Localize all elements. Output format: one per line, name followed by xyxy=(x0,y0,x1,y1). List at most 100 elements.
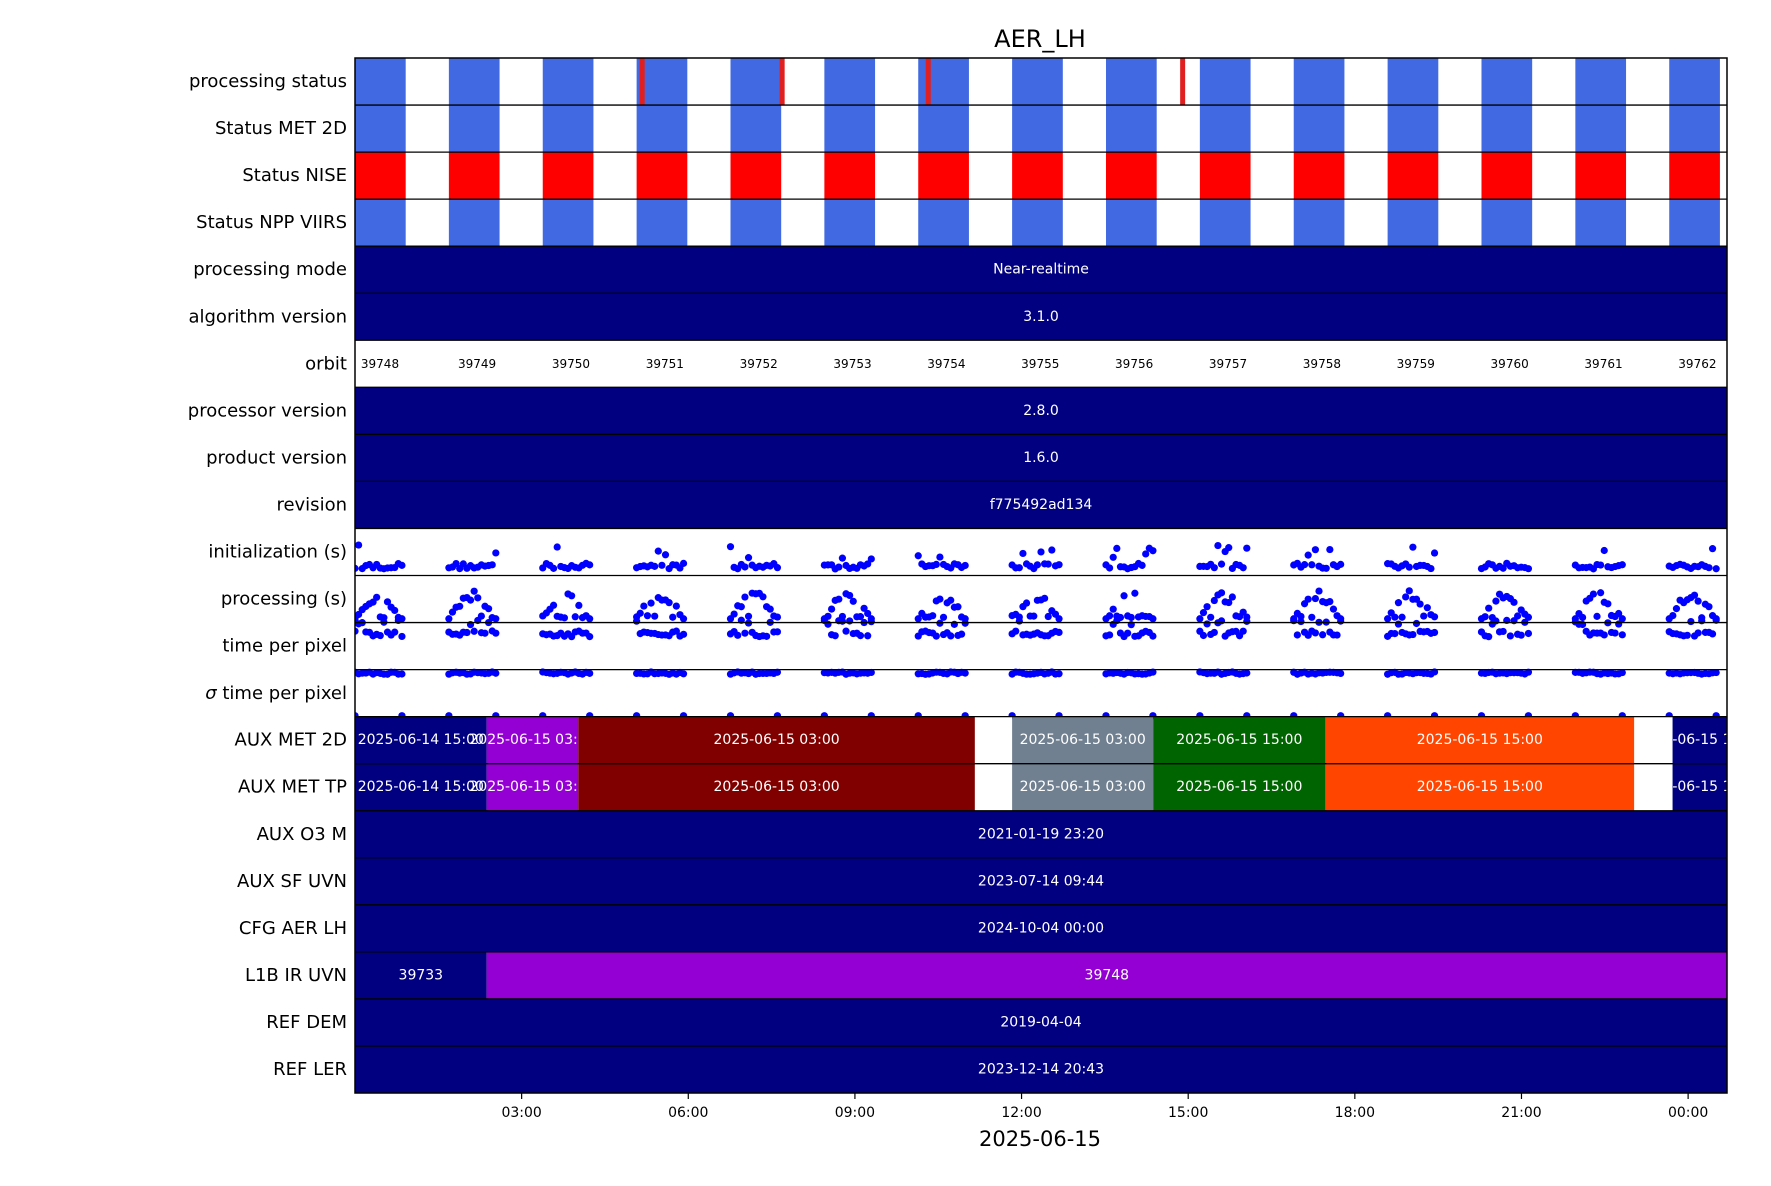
row-time-per-pixel-point xyxy=(1319,631,1327,639)
row-time-per-pixel-point xyxy=(679,670,688,678)
row-processing-s-point xyxy=(466,596,475,604)
row-time-per-pixel-point xyxy=(1517,631,1525,639)
row-revision-label: revision xyxy=(276,494,347,515)
row-status-nise-block xyxy=(448,152,500,200)
row-processing-s-point xyxy=(1481,613,1489,621)
row-time-per-pixel-point xyxy=(867,668,875,677)
row-aux-met-tp-segment-label: 2025-06-15 03:00 xyxy=(714,779,840,795)
row-aux-met-tp-segment xyxy=(1634,763,1673,811)
row-time-per-pixel-point xyxy=(1243,617,1251,625)
row-aux-met-tp-segment-label: 2025-06-15 15:00 xyxy=(1176,779,1302,795)
row-status-met-2d-block xyxy=(730,105,782,153)
row-processing-s-point xyxy=(1604,600,1612,608)
row-time-per-pixel-point xyxy=(1210,628,1218,637)
row-processing-s-point xyxy=(1705,603,1713,611)
row-processing-s-point xyxy=(947,596,955,604)
row-status-npp-viirs-block xyxy=(355,199,406,247)
x-tick-label: 12:00 xyxy=(1001,1105,1041,1121)
row-processing-s-point xyxy=(391,606,399,615)
row-ref-ler: 2023-12-14 20:43 xyxy=(355,1045,1727,1093)
row-product-version-segment xyxy=(355,434,1727,482)
row-time-per-pixel-label: time per pixel xyxy=(222,636,347,657)
row-initialization-s-point xyxy=(1524,565,1533,573)
row-processing-s-point xyxy=(672,602,680,610)
row-processing-s-point xyxy=(492,615,500,623)
row-processing-s-point xyxy=(448,608,457,616)
row-time-per-pixel-point xyxy=(633,617,641,625)
row-processing-s-point xyxy=(1405,587,1413,595)
row-aux-met-2d-segment xyxy=(974,716,1013,764)
row-ref-ler-segment xyxy=(355,1045,1727,1093)
row-aux-met-tp-segment xyxy=(486,763,579,811)
row-aux-met-tp-segment xyxy=(1325,763,1635,811)
row-time-per-pixel-point xyxy=(1485,633,1493,641)
row-status-npp-viirs-block xyxy=(1575,199,1627,247)
row-initialization-s-point xyxy=(961,561,969,570)
row-time-per-pixel-point xyxy=(376,631,384,640)
row-time-per-pixel-point xyxy=(398,670,406,678)
row-processing-mode-label: processing mode xyxy=(193,259,347,280)
row-aux-sf-uvn-label: AUX SF UVN xyxy=(237,871,347,892)
row-status-met-2d xyxy=(355,105,1720,153)
row-processing-s-point xyxy=(914,615,922,623)
row-time-per-pixel-point xyxy=(1055,628,1063,637)
row-time-per-pixel-point xyxy=(492,669,500,677)
row-processing-s-point xyxy=(445,615,453,623)
row-status-npp-viirs-block xyxy=(542,199,594,247)
row-time-per-pixel-point xyxy=(864,632,872,640)
row-ref-dem: 2019-04-04 xyxy=(355,998,1727,1046)
row-time-per-pixel-point xyxy=(824,620,832,628)
row-time-per-pixel-point xyxy=(1391,629,1399,638)
row-processing-s-point xyxy=(1109,605,1117,613)
row-processing-s-point xyxy=(1041,594,1049,602)
row-time-per-pixel-point xyxy=(773,668,782,676)
row-time-per-pixel-point xyxy=(1430,628,1439,637)
row-time-per-pixel-point xyxy=(932,632,940,640)
row-time-per-pixel-point xyxy=(1510,617,1518,625)
row-status-npp-viirs-block xyxy=(1387,199,1439,247)
row-processing-s-point xyxy=(1308,613,1316,621)
row-aux-met-tp-segment-label: 2025-06-15 03:00 xyxy=(469,779,595,795)
row-aux-met-tp-label: AUX MET TP xyxy=(238,777,347,798)
row-processing-s-point xyxy=(1416,600,1424,608)
row-initialization-s-point xyxy=(1712,565,1720,573)
row-aux-met-tp-segment xyxy=(974,763,1013,811)
row-orbit-orbit-label: 39750 xyxy=(552,357,590,371)
row-processing-s-point xyxy=(759,593,767,601)
row-orbit: 39748 39749 39750 39751 39752 39753 39754 39755… xyxy=(361,357,1717,371)
row-processing-status-marker xyxy=(779,58,785,106)
row-time-per-pixel-point xyxy=(1106,631,1114,639)
row-initialization-s-point xyxy=(1409,543,1417,551)
row-processing-status-block xyxy=(542,58,594,106)
x-tick-label: 09:00 xyxy=(835,1105,875,1121)
row-initialization-s-point xyxy=(492,549,500,557)
row-time-per-pixel-point xyxy=(734,631,742,639)
row-initialization-s-point xyxy=(1217,560,1226,568)
row-initialization-s-point xyxy=(1113,544,1121,553)
row-aux-met-2d-segment xyxy=(1634,716,1673,764)
row-status-nise xyxy=(355,152,1720,200)
row-initialization-s-point xyxy=(1311,546,1319,554)
row-algorithm-version-segment xyxy=(355,293,1727,341)
row-time-per-pixel xyxy=(355,668,1720,720)
row-initialization-s-point xyxy=(452,559,460,568)
row-time-per-pixel-point xyxy=(1611,629,1619,637)
row-processing-s-point xyxy=(1391,613,1399,621)
row-l1b-ir-uvn: 39733 39748 xyxy=(355,951,1727,999)
row-time-per-pixel-point xyxy=(355,627,359,635)
x-tick-label: 00:00 xyxy=(1668,1105,1708,1121)
row-processor-version-label: processor version xyxy=(188,400,347,421)
row-time-per-pixel-point xyxy=(1712,668,1720,677)
row-time-per-pixel-point xyxy=(586,669,594,677)
row-processing-status-block xyxy=(448,58,500,106)
row-processing-s-point xyxy=(474,594,482,602)
row-algorithm-version-label: algorithm version xyxy=(188,306,347,327)
row-processing-s xyxy=(355,587,1720,623)
row-status-npp-viirs-block xyxy=(730,199,782,247)
row-status-npp-viirs-block xyxy=(1669,199,1720,247)
x-tick-label: 06:00 xyxy=(668,1105,708,1121)
row-processing-s-point xyxy=(1030,612,1038,620)
